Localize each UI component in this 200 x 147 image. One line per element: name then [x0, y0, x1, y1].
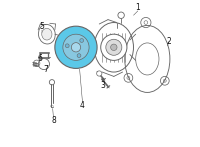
Ellipse shape [94, 22, 133, 72]
Circle shape [97, 71, 102, 76]
Circle shape [55, 26, 97, 68]
Text: 2: 2 [166, 37, 171, 46]
Ellipse shape [38, 24, 55, 44]
Circle shape [65, 44, 69, 48]
Text: 5: 5 [39, 22, 44, 31]
Ellipse shape [42, 28, 52, 40]
Circle shape [101, 34, 127, 60]
Circle shape [71, 43, 81, 52]
Text: 8: 8 [51, 116, 56, 125]
Circle shape [38, 59, 49, 70]
Text: 7: 7 [44, 65, 49, 74]
Circle shape [63, 34, 89, 60]
Circle shape [106, 39, 122, 55]
Circle shape [111, 44, 117, 50]
Text: 1: 1 [135, 4, 140, 12]
Text: 3: 3 [100, 81, 105, 90]
Text: 4: 4 [80, 101, 85, 110]
Circle shape [118, 12, 124, 19]
Circle shape [77, 54, 81, 57]
Circle shape [80, 39, 84, 42]
Text: 6: 6 [38, 54, 43, 64]
